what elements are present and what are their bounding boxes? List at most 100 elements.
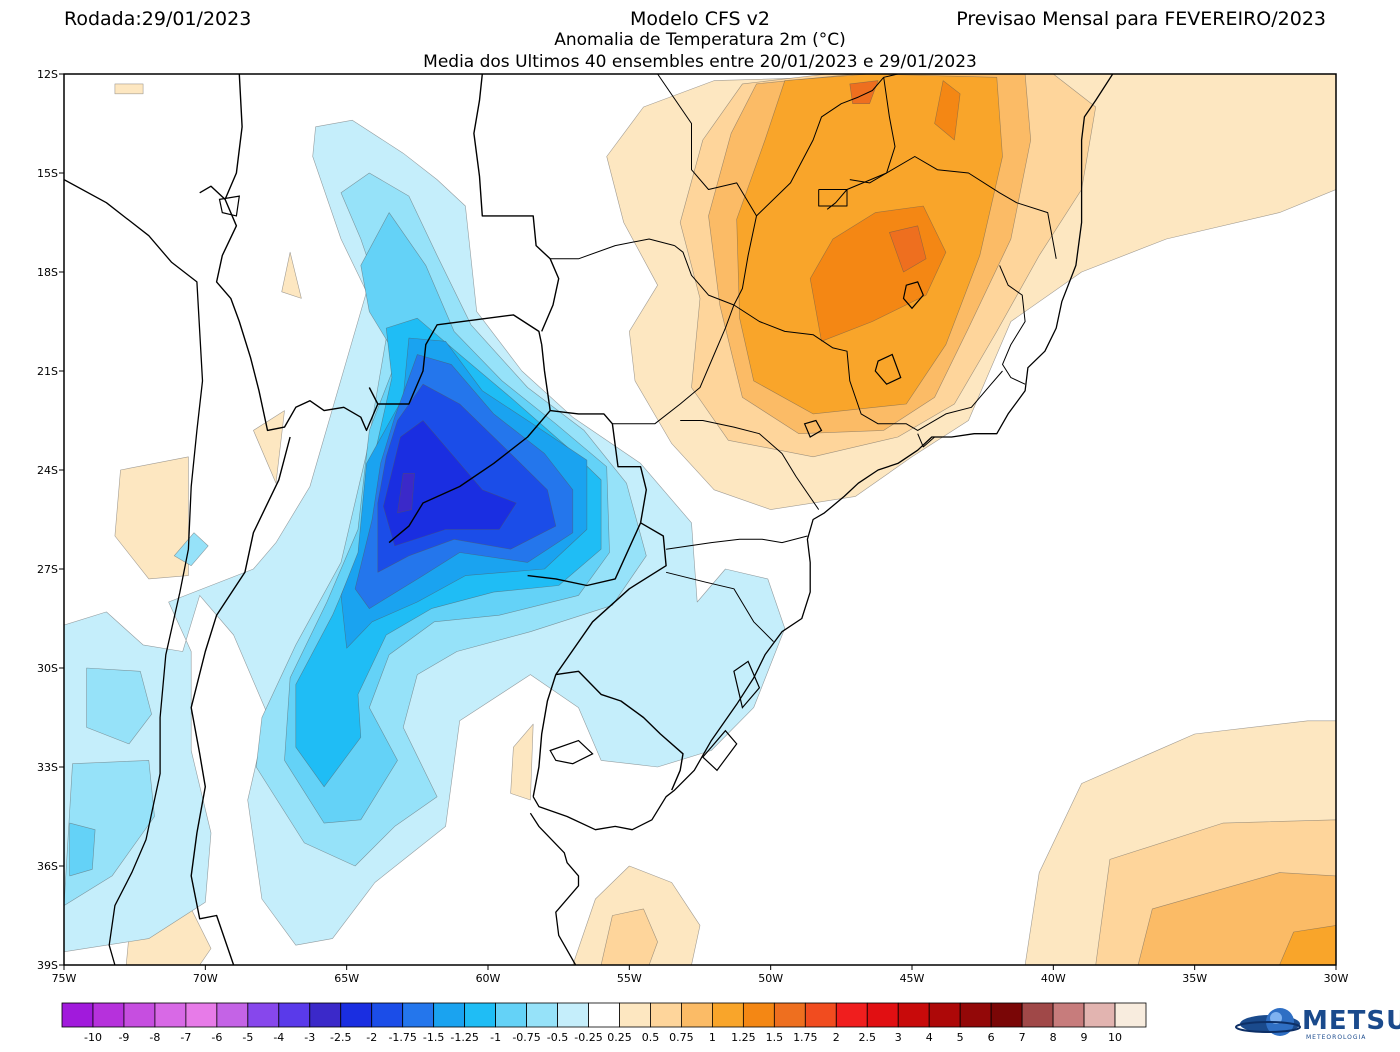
country-border — [532, 674, 557, 797]
state-boundary — [849, 172, 887, 184]
map-layers — [64, 74, 1336, 965]
coastline — [529, 812, 580, 965]
colorbar-label: 1.75 — [793, 1031, 818, 1044]
colorbar-label: -0.25 — [574, 1031, 602, 1044]
logo-subtext: METEOROLOGIA — [1306, 1034, 1367, 1041]
lon-tick-label: 35W — [1182, 972, 1207, 985]
lat-tick-label: 15S — [37, 167, 58, 180]
state-boundary — [612, 304, 735, 425]
colorbar-swatch — [61, 1002, 94, 1028]
colorbar-swatch — [773, 1002, 806, 1028]
lat-tick-label: 36S — [37, 860, 58, 873]
state-boundary — [550, 238, 675, 260]
anomaly-contour — [281, 251, 302, 299]
colorbar-label: 5 — [957, 1031, 964, 1044]
colorbar-label: 0.5 — [642, 1031, 660, 1044]
colorbar-swatch — [619, 1002, 651, 1028]
map-frame — [63, 73, 1337, 966]
colorbar-label: -6 — [211, 1031, 222, 1044]
colorbar: -10 -9 -8 -7 -6 -5 -4 -3 -2.5 -2 -1.75 -1.5 -1.25 -1-… — [61, 1002, 1147, 1044]
lon-tick-label: 50W — [758, 972, 783, 985]
country-border — [555, 670, 684, 791]
country-border — [199, 185, 226, 200]
colorbar-swatch — [371, 1002, 404, 1028]
colorbar-label: 1.25 — [731, 1031, 756, 1044]
model-name-label: Modelo CFS v2 — [629, 8, 770, 30]
lat-tick-label: 27S — [37, 563, 58, 576]
lake-outline — [701, 729, 738, 772]
lat-tick-label: 12S — [37, 68, 58, 81]
map-subtitle-ensemble: Media dos Ultimos 40 ensembles entre 20/… — [423, 52, 977, 72]
anomaly-contour — [889, 225, 927, 273]
lat-tick-label: 18S — [37, 266, 58, 279]
lon-tick-label: 55W — [617, 972, 642, 985]
colorbar-label: 2 — [833, 1031, 840, 1044]
metsul-logo: METSUL METEOROLOGIA — [1232, 1002, 1400, 1048]
state-boundary — [999, 265, 1026, 385]
colorbar-swatch — [742, 1002, 775, 1028]
colorbar-swatch — [650, 1002, 682, 1028]
colorbar-label: 6 — [988, 1031, 995, 1044]
colorbar-label: -10 — [84, 1031, 102, 1044]
country-border — [473, 74, 560, 332]
colorbar-label: 4 — [926, 1031, 933, 1044]
lake-outline — [733, 660, 761, 709]
colorbar-swatch — [402, 1002, 435, 1028]
colorbar-label: -2 — [366, 1031, 377, 1044]
lon-tick-label: 70W — [193, 972, 218, 985]
colorbar-label: -7 — [180, 1031, 191, 1044]
lon-tick-label: 60W — [476, 972, 501, 985]
colorbar-swatch — [464, 1002, 496, 1028]
colorbar-swatch — [278, 1002, 311, 1028]
country-border — [550, 409, 647, 523]
lat-tick-label: 39S — [37, 959, 58, 972]
anomaly-contour — [69, 822, 96, 877]
state-boundary — [674, 215, 757, 306]
colorbar-swatch — [866, 1002, 899, 1028]
state-boundary — [665, 571, 774, 642]
anomaly-contour — [1137, 872, 1336, 965]
colorbar-label: 3 — [895, 1031, 902, 1044]
state-boundary — [657, 74, 757, 217]
colorbar-label: 7 — [1019, 1031, 1026, 1044]
colorbar-swatch — [247, 1002, 280, 1028]
lat-tick-label: 30S — [37, 662, 58, 675]
country-border — [527, 522, 642, 587]
anomaly-contour — [397, 472, 415, 514]
run-date-label: Rodada:29/01/2023 — [64, 8, 252, 30]
state-boundary — [928, 370, 1003, 425]
colorbar-label: 0.75 — [669, 1031, 694, 1044]
colorbar-swatch — [681, 1002, 713, 1028]
colorbar-swatch — [154, 1002, 187, 1028]
colorbar-label: -1.5 — [423, 1031, 444, 1044]
state-boundary — [883, 74, 912, 78]
colorbar-swatch — [185, 1002, 218, 1028]
anomaly-contour — [86, 667, 152, 745]
lake-outline — [218, 195, 241, 217]
colorbar-label: -0.5 — [547, 1031, 568, 1044]
lon-tick-label: 65W — [334, 972, 359, 985]
country-border — [555, 522, 667, 676]
lat-tick-label: 21S — [37, 365, 58, 378]
anomaly-contour — [1279, 925, 1336, 965]
state-boundary — [680, 420, 820, 510]
colorbar-label: -1 — [490, 1031, 501, 1044]
lake-outline — [803, 419, 823, 438]
anomaly-contour — [114, 83, 144, 95]
colorbar-label: 9 — [1081, 1031, 1088, 1044]
colorbar-swatch — [495, 1002, 527, 1028]
lat-tick-label: 24S — [37, 464, 58, 477]
colorbar-swatch — [216, 1002, 249, 1028]
colorbar-swatch — [526, 1002, 558, 1028]
state-boundary — [666, 535, 808, 550]
colorbar-swatch — [804, 1002, 837, 1028]
colorbar-swatch — [588, 1002, 620, 1028]
colorbar-swatch — [92, 1002, 125, 1028]
map-subtitle-variable: Anomalia de Temperatura 2m (°C) — [554, 30, 846, 50]
colorbar-label: -2.5 — [330, 1031, 351, 1044]
colorbar-swatch — [1114, 1002, 1147, 1028]
colorbar-label: 0.25 — [607, 1031, 632, 1044]
colorbar-label: 1 — [709, 1031, 716, 1044]
colorbar-label: -8 — [149, 1031, 160, 1044]
colorbar-swatch — [557, 1002, 589, 1028]
